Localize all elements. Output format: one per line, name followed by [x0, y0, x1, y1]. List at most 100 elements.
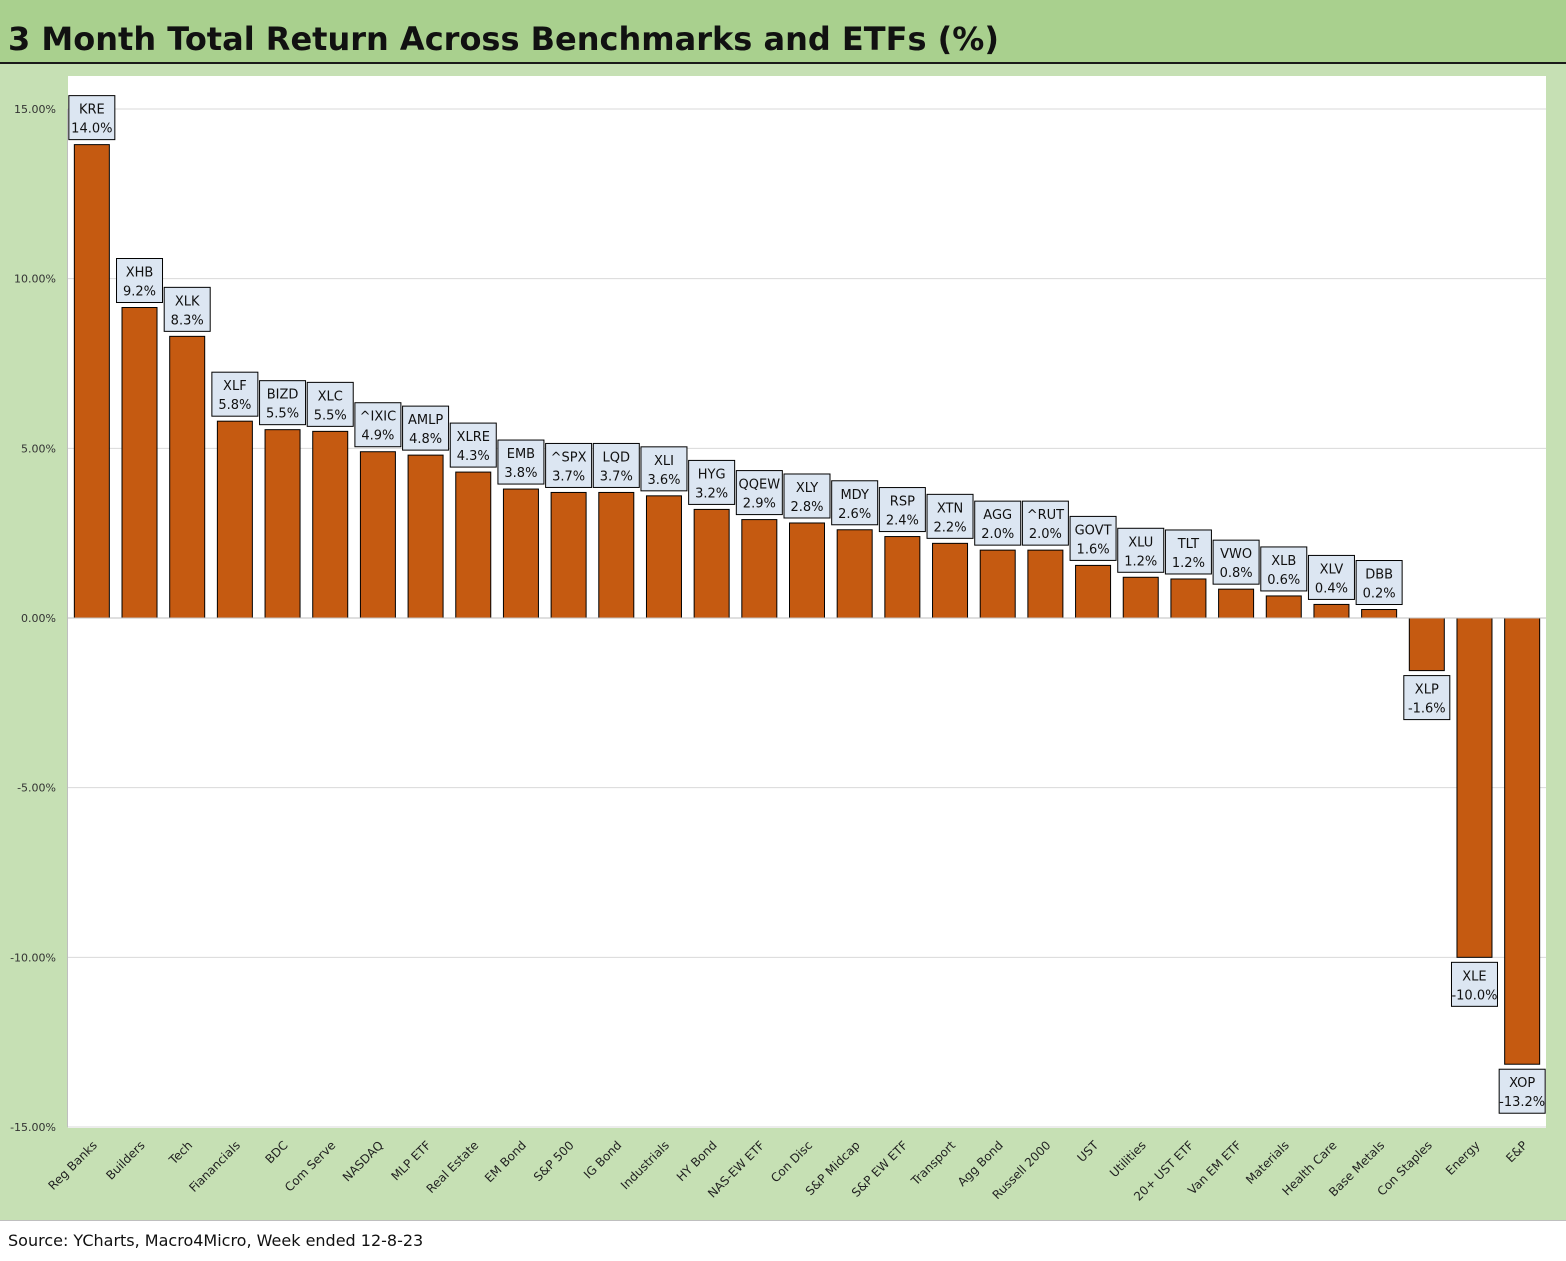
data-label-value: -10.0%: [1451, 988, 1497, 1003]
x-category-label: Industrials: [618, 1138, 672, 1192]
data-label-box: [1355, 560, 1403, 606]
data-label-ticker: ^RUT: [1027, 508, 1064, 523]
bar: [1075, 564, 1112, 619]
data-label-ticker: BIZD: [267, 388, 299, 403]
data-label-ticker: QQEW: [739, 478, 781, 493]
data-label: AMLP 4.8%: [402, 405, 450, 451]
x-category-label: Com Serve: [282, 1138, 338, 1194]
x-category-label: Materials: [1243, 1138, 1292, 1187]
x-category-label: Agg Bond: [955, 1138, 1006, 1189]
data-label-box: [926, 493, 974, 539]
bar: [264, 429, 301, 619]
data-label-value: 1.2%: [1124, 554, 1157, 569]
x-category-label: MLP ETF: [389, 1138, 434, 1183]
data-label-value: 3.7%: [552, 469, 585, 484]
data-label-box: [1403, 675, 1451, 721]
bar: [693, 508, 730, 619]
data-label-ticker: XLC: [318, 389, 343, 404]
data-label-value: 2.9%: [743, 497, 776, 512]
data-label-box: [211, 371, 259, 417]
data-label: KRE 14.0%: [68, 95, 116, 141]
data-label: XLI 3.6%: [640, 446, 688, 492]
data-label-box: [545, 442, 593, 488]
bar: [1122, 576, 1159, 619]
data-label-value: 5.5%: [266, 407, 299, 422]
data-label-value: 2.0%: [1029, 527, 1062, 542]
data-label-box: [1021, 500, 1069, 546]
x-category-label: Utilities: [1107, 1138, 1149, 1180]
data-label-ticker: AMLP: [408, 413, 443, 428]
bar: [979, 549, 1016, 619]
data-label-box: [1450, 961, 1498, 1007]
data-label: MDY 2.6%: [831, 480, 879, 526]
data-label-value: 0.2%: [1363, 587, 1396, 602]
data-label-ticker: XLV: [1320, 562, 1344, 577]
data-label-ticker: XLE: [1462, 969, 1486, 984]
data-label-value: 9.2%: [123, 285, 156, 300]
title-bar: 3 Month Total Return Across Benchmarks a…: [0, 0, 1566, 64]
data-label-box: [1164, 529, 1212, 575]
bar: [502, 488, 539, 619]
data-label-ticker: EMB: [507, 447, 535, 462]
data-label-ticker: GOVT: [1075, 523, 1112, 538]
x-category-label: Con Disc: [768, 1138, 815, 1185]
x-category-label: S&P 500: [531, 1138, 577, 1184]
data-label-value: 1.6%: [1077, 542, 1110, 557]
data-label: ^IXIC 4.9%: [354, 402, 402, 448]
bar: [789, 522, 825, 619]
data-label-value: 3.8%: [504, 466, 537, 481]
data-label-value: 4.9%: [361, 429, 394, 444]
data-label-box: [974, 500, 1022, 546]
data-label-value: 2.6%: [838, 507, 871, 522]
data-label: DBB 0.2%: [1355, 560, 1403, 606]
bar: [73, 144, 110, 619]
data-label: XTN 2.2%: [926, 493, 974, 539]
data-label: XLE -10.0%: [1450, 961, 1498, 1007]
x-category-label: Tech: [166, 1138, 196, 1168]
bar: [932, 542, 969, 619]
bar: [550, 491, 587, 619]
data-label-box: [306, 381, 354, 427]
data-label: LQD 3.7%: [592, 442, 640, 488]
data-label: ^SPX 3.7%: [545, 442, 593, 488]
data-label: RSP 2.4%: [878, 487, 926, 533]
data-label-value: 2.0%: [981, 527, 1014, 542]
data-label: XLF 5.8%: [211, 371, 259, 417]
bar: [359, 451, 396, 619]
y-tick-label: -15.00%: [10, 1121, 56, 1134]
bar: [598, 491, 635, 619]
data-label-ticker: ^SPX: [551, 450, 587, 465]
data-label: BIZD 5.5%: [259, 380, 307, 426]
data-label: XLB 0.6%: [1260, 546, 1308, 592]
bar: [455, 471, 492, 619]
data-label: XHB 9.2%: [116, 258, 164, 304]
data-label: VWO 0.8%: [1212, 539, 1260, 585]
x-category-label: Fianancials: [186, 1138, 243, 1195]
data-label-value: 0.4%: [1315, 581, 1348, 596]
data-label-ticker: XLP: [1415, 683, 1439, 698]
x-category-label: EM Bond: [482, 1138, 529, 1185]
bar: [836, 529, 873, 619]
data-label: XLV 0.4%: [1307, 554, 1355, 600]
data-label-ticker: RSP: [890, 495, 915, 510]
bar: [216, 420, 253, 619]
x-category-label: IG Bond: [581, 1138, 624, 1181]
data-label-box: [1117, 527, 1165, 573]
data-label-ticker: TLT: [1177, 537, 1199, 552]
data-label-value: 3.2%: [695, 486, 728, 501]
x-category-label: UST: [1075, 1138, 1102, 1165]
y-tick-label: -10.00%: [10, 951, 56, 964]
data-label: GOVT 1.6%: [1069, 515, 1117, 561]
data-label-value: 5.5%: [314, 408, 347, 423]
data-label: XLRE 4.3%: [449, 422, 497, 468]
y-tick-label: -5.00%: [17, 782, 56, 795]
data-label-ticker: XTN: [937, 501, 963, 516]
x-category-label: NASDAQ: [340, 1138, 386, 1184]
data-label: AGG 2.0%: [974, 500, 1022, 546]
data-label-ticker: VWO: [1220, 547, 1252, 562]
bar: [1218, 588, 1255, 619]
y-tick-label: 0.00%: [21, 612, 56, 625]
x-category-label: HY Bond: [674, 1138, 720, 1184]
x-category-label: BDC: [262, 1138, 290, 1166]
